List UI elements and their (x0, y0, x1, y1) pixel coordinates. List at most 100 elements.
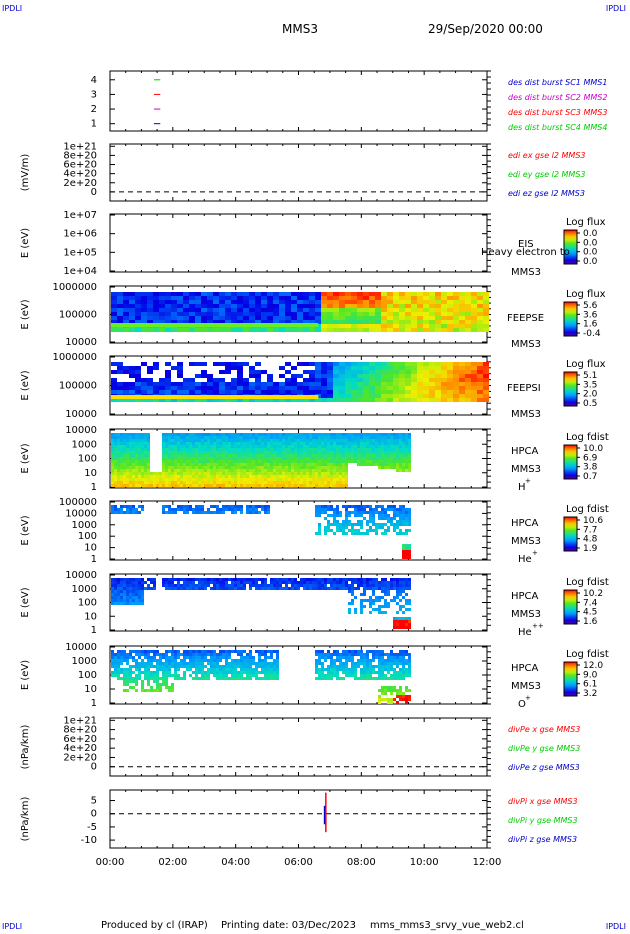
colorbar-title: Log fdist (566, 577, 609, 588)
heatmap-cell (306, 445, 309, 448)
heatmap-cell (327, 312, 333, 316)
heatmap-cell (276, 578, 279, 581)
heatmap-cell (126, 442, 129, 445)
heatmap-cell (285, 300, 291, 304)
heatmap-cell (324, 508, 327, 511)
heatmap-cell (237, 653, 240, 656)
heatmap-cell (459, 398, 465, 402)
heatmap-cell (120, 460, 123, 463)
heatmap-cell (249, 451, 252, 454)
heatmap-cell (369, 320, 375, 324)
heatmap-cell (168, 587, 171, 590)
heatmap-cell (129, 469, 132, 472)
heatmap-cell (243, 481, 246, 484)
heatmap-cell (381, 324, 387, 328)
heatmap-cell (201, 370, 207, 374)
heatmap-cell (477, 382, 483, 386)
heatmap-cell (294, 442, 297, 445)
heatmap-cell (396, 436, 399, 439)
heatmap-cell (255, 378, 261, 382)
heatmap-cell (294, 581, 297, 584)
heatmap-cell (333, 439, 336, 442)
heatmap-cell (375, 439, 378, 442)
heatmap-cell (111, 578, 114, 581)
heatmap-cell (273, 481, 276, 484)
heatmap-cell (228, 454, 231, 457)
heatmap-cell (360, 442, 363, 445)
heatmap-cell (363, 454, 366, 457)
heatmap-cell (357, 324, 363, 328)
heatmap-cell (345, 454, 348, 457)
heatmap-cell (270, 662, 273, 665)
heatmap-cell (351, 590, 354, 593)
heatmap-cell (399, 520, 402, 523)
heatmap-cell (210, 478, 213, 481)
heatmap-cell (384, 578, 387, 581)
heatmap-cell (402, 550, 405, 553)
heatmap-cell (384, 581, 387, 584)
heatmap-cell (297, 382, 303, 386)
heatmap-cell (165, 378, 171, 382)
heatmap-cell (177, 300, 183, 304)
heatmap-cell (159, 320, 165, 324)
heatmap-cell (453, 362, 459, 366)
heatmap-cell (147, 312, 153, 316)
heatmap-cell (255, 382, 261, 386)
heatmap-cell (195, 508, 198, 511)
heatmap-cell (240, 656, 243, 659)
heatmap-cell (249, 320, 255, 324)
heatmap-cell (249, 454, 252, 457)
heatmap-cell (387, 508, 390, 511)
heatmap-cell (267, 454, 270, 457)
heatmap-cell (369, 463, 372, 466)
heatmap-cell (339, 478, 342, 481)
heatmap-cell (261, 478, 264, 481)
heatmap-cell (264, 656, 267, 659)
heatmap-cell (405, 454, 408, 457)
heatmap-cell (285, 445, 288, 448)
heatmap-cell (459, 366, 465, 370)
heatmap-cell (366, 442, 369, 445)
heatmap-cell (387, 433, 390, 436)
heatmap-cell (219, 316, 225, 320)
heatmap-cell (267, 478, 270, 481)
heatmap-cell (387, 316, 393, 320)
heatmap-cell (321, 668, 324, 671)
heatmap-cell (483, 304, 489, 308)
heatmap-cell (177, 308, 183, 312)
heatmap-cell (189, 328, 195, 332)
heatmap-cell (222, 454, 225, 457)
heatmap-cell (231, 378, 237, 382)
heatmap-cell (189, 320, 195, 324)
heatmap-cell (261, 454, 264, 457)
heatmap-cell (243, 587, 246, 590)
heatmap-cell (429, 378, 435, 382)
heatmap-cell (123, 680, 126, 683)
heatmap-cell (333, 457, 336, 460)
heatmap-cell (306, 460, 309, 463)
heatmap-cell (159, 683, 162, 686)
heatmap-cell (360, 436, 363, 439)
heatmap-cell (207, 508, 210, 511)
heatmap-cell (126, 454, 129, 457)
heatmap-cell (111, 665, 114, 668)
heatmap-cell (483, 320, 489, 324)
heatmap-cell (141, 581, 144, 584)
heatmap-cell (288, 460, 291, 463)
colorbar (563, 589, 578, 625)
heatmap-cell (228, 457, 231, 460)
heatmap-cell (222, 478, 225, 481)
heatmap-cell (315, 505, 318, 508)
heatmap-cell (399, 523, 402, 526)
heatmap-cell (180, 466, 183, 469)
heatmap-cell (297, 328, 303, 332)
heatmap-cell (165, 481, 168, 484)
heatmap-cell (273, 472, 276, 475)
heatmap-cell (306, 433, 309, 436)
heatmap-cell (192, 659, 195, 662)
heatmap-cell (198, 478, 201, 481)
heatmap-cell (189, 445, 192, 448)
heatmap-cell (156, 665, 159, 668)
heatmap-cell (231, 457, 234, 460)
heatmap-cell (345, 362, 351, 366)
